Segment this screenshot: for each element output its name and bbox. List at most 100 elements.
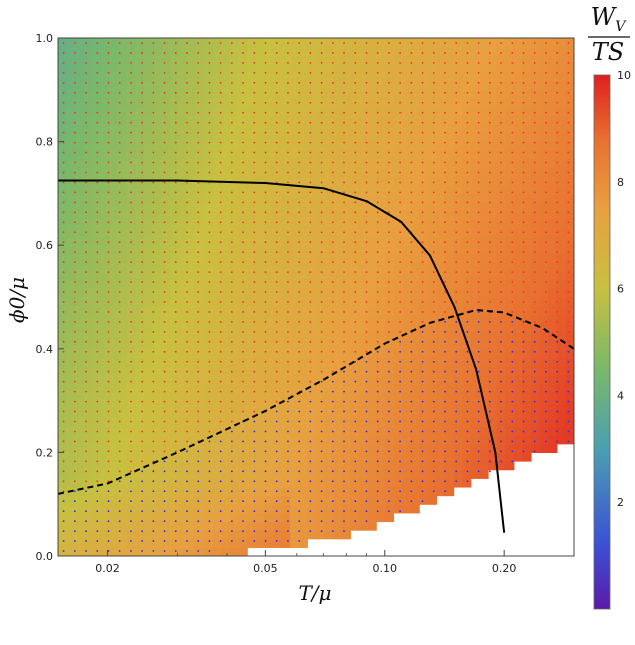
heat-cell <box>169 383 179 393</box>
heat-cell <box>359 89 369 100</box>
heat-cell <box>496 210 506 220</box>
heat-cell <box>101 55 111 65</box>
heat-cell <box>505 98 515 108</box>
heat-cell <box>298 38 308 48</box>
heat-cell <box>238 81 248 91</box>
dot-red <box>130 450 132 453</box>
dot-red <box>331 161 334 164</box>
heat-cell <box>101 38 111 48</box>
heat-cell <box>109 461 119 471</box>
heat-cell <box>410 305 420 315</box>
heat-cell <box>539 262 549 272</box>
heat-cell <box>488 98 498 108</box>
dot-blue <box>219 440 222 443</box>
dot-red <box>219 91 222 94</box>
heat-cell <box>126 331 136 341</box>
dot-red <box>73 181 76 184</box>
heat-cell <box>58 124 68 134</box>
dot-red <box>298 121 301 124</box>
heat-cell <box>427 89 437 100</box>
dot-red <box>376 321 379 323</box>
heat-cell <box>376 417 386 428</box>
heat-cell <box>204 202 214 212</box>
heat-cell <box>101 400 111 410</box>
dot-red <box>242 131 244 134</box>
heat-cell <box>178 495 188 505</box>
dot-red <box>130 42 132 44</box>
heat-cell <box>92 46 102 56</box>
heat-cell <box>341 141 351 151</box>
heat-cell <box>341 63 351 74</box>
heat-cell <box>281 348 291 359</box>
heat-cell <box>66 538 76 548</box>
heat-cell <box>178 184 188 194</box>
dot-red <box>118 52 121 54</box>
heat-cell <box>290 530 300 540</box>
dot-red <box>242 91 244 94</box>
heat-cell <box>359 141 369 151</box>
heat-cell <box>212 400 222 410</box>
dot-red <box>354 91 357 94</box>
heat-cell <box>144 236 154 246</box>
dot-red <box>230 420 233 423</box>
dot-red <box>230 311 233 313</box>
heat-cell <box>230 202 240 212</box>
heat-cell <box>66 271 76 281</box>
heat-cell <box>101 443 111 453</box>
heat-cell <box>462 193 472 203</box>
heat-cell <box>161 63 171 74</box>
heat-cell <box>58 391 68 402</box>
heat-cell <box>281 391 291 402</box>
heat-cell <box>230 340 240 350</box>
dot-red <box>219 370 222 373</box>
heat-cell <box>135 141 145 151</box>
heat-cell <box>316 461 326 471</box>
dot-red <box>152 121 155 124</box>
heat-cell <box>144 158 154 169</box>
heat-cell <box>505 271 515 281</box>
heat-cell <box>341 262 351 272</box>
heat-cell <box>195 340 205 350</box>
heat-cell <box>230 55 240 65</box>
heat-cell <box>221 538 231 548</box>
dot-red <box>186 291 188 293</box>
dot-red <box>376 241 379 244</box>
dot-red <box>118 400 121 403</box>
heat-cell <box>376 391 386 402</box>
heat-cell <box>324 435 334 445</box>
dot-red <box>152 370 155 373</box>
heat-cell <box>195 486 205 497</box>
heat-cell <box>359 366 369 376</box>
heat-cell <box>152 72 162 82</box>
dot-red <box>219 390 222 393</box>
dot-red <box>118 291 121 293</box>
heat-cell <box>118 348 128 359</box>
heat-cell <box>367 227 377 238</box>
heat-cell <box>316 89 326 100</box>
heat-cell <box>238 150 248 160</box>
dot-red <box>376 211 379 214</box>
dot-red <box>230 261 233 264</box>
dot-red <box>410 141 413 144</box>
heat-cell <box>333 512 343 523</box>
heat-cell <box>135 512 145 523</box>
heat-cell <box>333 167 343 177</box>
heat-cell <box>273 530 283 540</box>
dot-red <box>219 141 222 144</box>
dot-red <box>264 141 267 144</box>
heat-cell <box>384 322 394 333</box>
dot-red <box>219 301 222 303</box>
heat-cell <box>307 158 317 169</box>
heat-cell <box>341 435 351 445</box>
heat-cell <box>350 391 360 402</box>
heat-cell <box>384 443 394 453</box>
dot-red <box>298 291 301 293</box>
dot-blue <box>320 480 323 483</box>
heat-cell <box>513 132 523 143</box>
heat-cell <box>255 253 265 264</box>
heat-cell <box>144 46 154 56</box>
heat-cell <box>135 81 145 91</box>
heat-cell <box>92 322 102 333</box>
heat-cell <box>522 81 532 91</box>
heat-cell <box>169 271 179 281</box>
